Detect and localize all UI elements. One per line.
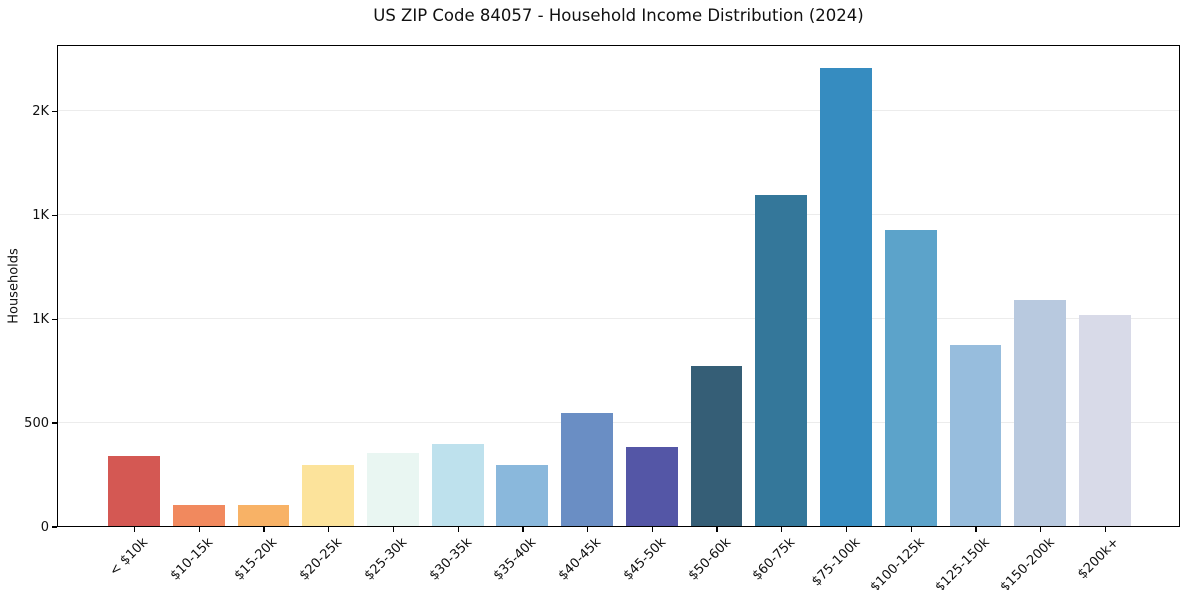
bar — [820, 67, 872, 526]
y-tick-label: 1K — [32, 207, 49, 223]
x-tick-label: $45-50k — [620, 535, 669, 584]
x-tick-mark — [328, 527, 330, 532]
bar — [431, 443, 484, 526]
x-tick-label: $100-125k — [867, 535, 928, 590]
chart-title: US ZIP Code 84057 - Household Income Dis… — [373, 6, 864, 25]
x-tick-mark — [716, 527, 718, 532]
bar — [625, 447, 678, 526]
x-tick-label: $20-25k — [296, 535, 346, 584]
bar — [884, 229, 937, 526]
x-tick-label: $150-200k — [997, 535, 1058, 590]
y-tick-mark — [52, 214, 57, 216]
x-tick-label: $75-100k — [808, 535, 864, 590]
y-tick-label: 500 — [24, 415, 49, 431]
x-tick-mark — [975, 527, 977, 532]
bar — [302, 464, 355, 526]
y-gridline — [58, 422, 1179, 424]
x-tick-label: $60-75k — [749, 535, 799, 584]
x-tick-mark — [1104, 527, 1107, 532]
x-tick-mark — [586, 527, 589, 532]
x-tick-mark — [910, 527, 912, 532]
x-tick-label: $25-30k — [361, 535, 411, 584]
y-gridline — [58, 318, 1179, 320]
x-tick-mark — [1040, 527, 1042, 532]
y-tick-label: 1K — [32, 311, 49, 327]
y-tick-label: 2K — [32, 103, 49, 119]
bar — [755, 194, 808, 526]
x-tick-mark — [522, 527, 524, 532]
x-tick-label: $10-15k — [167, 535, 216, 584]
x-tick-mark — [845, 527, 848, 532]
y-gridline — [58, 110, 1179, 112]
x-tick-label: $30-35k — [426, 535, 475, 584]
bar — [561, 412, 613, 526]
x-tick-label: < $10k — [107, 535, 152, 580]
x-tick-label: $15-20k — [232, 535, 281, 584]
bar — [237, 505, 290, 526]
x-tick-label: $125-150k — [932, 535, 993, 590]
x-tick-mark — [457, 527, 459, 532]
bar — [496, 464, 549, 526]
y-tick-mark — [52, 110, 57, 113]
x-tick-label: $50-60k — [685, 535, 734, 584]
plot-area — [57, 45, 1180, 527]
bar — [1014, 299, 1067, 526]
x-tick-mark — [198, 527, 200, 532]
bar — [108, 456, 160, 526]
x-tick-label: $35-40k — [491, 535, 540, 584]
bar — [1079, 315, 1131, 526]
bar — [949, 345, 1002, 526]
x-tick-mark — [133, 527, 136, 532]
bar — [172, 505, 225, 526]
bar — [367, 453, 419, 526]
y-tick-mark — [52, 318, 57, 320]
y-tick-mark — [52, 526, 57, 528]
x-tick-label: $40-45k — [555, 535, 605, 584]
x-tick-mark — [392, 527, 395, 532]
y-tick-label: 0 — [40, 519, 49, 535]
x-tick-mark — [263, 527, 265, 532]
x-tick-label: $200k+ — [1075, 535, 1123, 583]
y-gridline — [58, 214, 1179, 216]
bar — [690, 366, 743, 526]
y-tick-mark — [52, 422, 57, 424]
x-tick-mark — [781, 527, 783, 532]
x-tick-mark — [651, 527, 653, 532]
